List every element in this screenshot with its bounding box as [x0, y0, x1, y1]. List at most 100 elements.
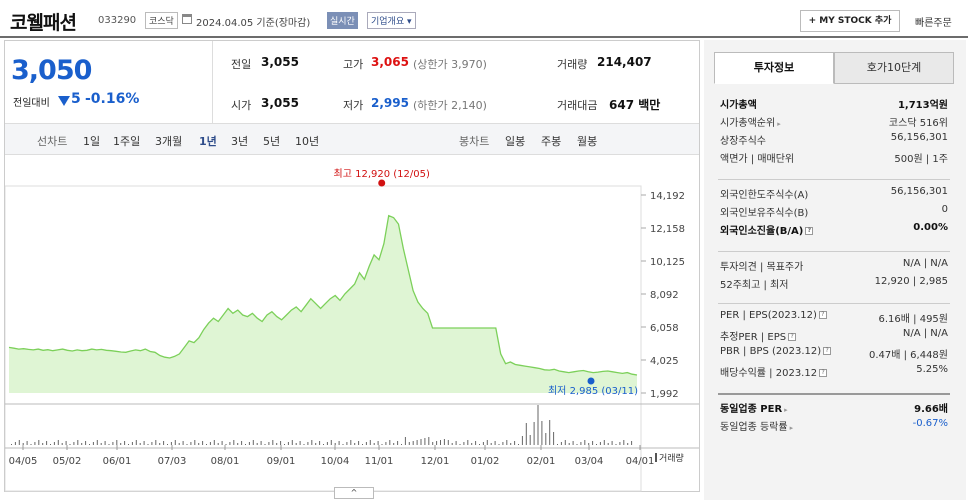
- volume-bar: [557, 444, 558, 445]
- volume-bar: [53, 442, 55, 445]
- prev-close-value: 3,055: [261, 55, 299, 69]
- chevron-right-icon[interactable]: ▸: [784, 406, 788, 414]
- volume-bar: [163, 441, 165, 445]
- volume-bar: [100, 443, 102, 445]
- tab-1w[interactable]: 1주일: [113, 135, 141, 148]
- tab-3y[interactable]: 3년: [231, 135, 249, 148]
- info-row: 배당수익률 | 2023.12? 5.25%: [720, 364, 948, 380]
- info-row-value: 코스닥 516위: [888, 118, 948, 129]
- change-percent: -0.16%: [85, 91, 140, 107]
- chevron-down-icon: ▾: [407, 17, 412, 27]
- help-icon[interactable]: ?: [823, 347, 832, 355]
- trade-value-value: 647 백만: [609, 98, 661, 112]
- info-row-key: 액면가 | 매매단위: [720, 154, 795, 165]
- chevron-right-icon[interactable]: ▸: [789, 424, 794, 432]
- volume-bar: [116, 440, 118, 445]
- volume-bar: [280, 441, 282, 445]
- current-price: 3,050: [11, 55, 92, 86]
- volume-bar: [467, 440, 469, 445]
- volume-bar: [120, 443, 122, 445]
- volume-bar: [342, 444, 344, 445]
- info-row: 시가총액순위 ▸ 코스닥 516위: [720, 114, 948, 130]
- volume-bar: [424, 438, 426, 445]
- volume-bar: [615, 444, 617, 445]
- change-label: 전일대비: [13, 98, 50, 109]
- volume-bar: [217, 443, 219, 445]
- volume-bar: [206, 444, 207, 445]
- volume-bar: [358, 441, 360, 445]
- line-chart-label: 선차트: [37, 135, 68, 148]
- volume-bar: [580, 442, 582, 445]
- volume-bar: [533, 422, 535, 445]
- volume-bar: [486, 440, 488, 445]
- volume-bar: [631, 441, 633, 445]
- company-info-dropdown[interactable]: 기업개요 ▾: [367, 12, 416, 29]
- price-chart[interactable]: 14,192 12,158 10,125 8,092 6,058 4,025 1,992 0…: [5, 156, 699, 493]
- help-icon[interactable]: ?: [818, 311, 827, 319]
- volume-bar: [576, 444, 578, 445]
- tab-monthly[interactable]: 월봉: [577, 135, 598, 148]
- volume-bar: [307, 442, 309, 445]
- volume-bar: [432, 442, 434, 445]
- volume-bar: [26, 441, 28, 445]
- info-row-key: 외국인한도주식수(A): [720, 190, 809, 201]
- volume-bar: [81, 443, 83, 445]
- info-row: 추정PER | EPS? N/A | N/A: [720, 328, 948, 344]
- chevron-right-icon[interactable]: ▸: [777, 120, 781, 128]
- volume-bar: [182, 441, 184, 445]
- tab-5y[interactable]: 5년: [263, 135, 281, 148]
- help-icon[interactable]: ?: [788, 333, 797, 341]
- volume-bar: [494, 441, 496, 445]
- info-row: 52주최고 | 최저 12,920 | 2,985: [720, 276, 948, 292]
- info-row: PBR | BPS (2023.12)? 0.47배 | 6,448원: [720, 346, 948, 362]
- price-area-fill: [9, 215, 637, 393]
- tab-investment-info[interactable]: 투자정보: [714, 52, 834, 84]
- volume-bar: [451, 443, 453, 445]
- volume-bar: [385, 442, 387, 445]
- info-row-value: 500원 | 1주: [894, 154, 948, 165]
- volume-bar: [295, 443, 297, 445]
- volume-bar: [323, 444, 324, 445]
- y-tick-label: 12,158: [650, 224, 685, 235]
- tab-daily[interactable]: 일봉: [505, 135, 526, 148]
- help-icon[interactable]: ?: [819, 369, 828, 377]
- info-row-key: 배당수익률 | 2023.12?: [720, 364, 828, 379]
- tab-10y[interactable]: 10년: [295, 135, 320, 148]
- volume-bar: [381, 444, 383, 445]
- info-row-value: 9.66배: [914, 404, 948, 415]
- volume-bar: [560, 442, 562, 445]
- as-of-date: 2024.04.05 기준(장마감): [196, 18, 311, 29]
- volume-bar: [65, 441, 67, 445]
- info-row-value: 56,156,301: [890, 186, 948, 197]
- tab-1y[interactable]: 1년: [199, 135, 217, 148]
- help-icon[interactable]: ?: [805, 227, 814, 235]
- low-marker: [587, 377, 595, 385]
- volume-bar: [521, 436, 523, 445]
- collapse-chart-button[interactable]: ^: [334, 487, 374, 499]
- realtime-badge[interactable]: 실시간: [327, 12, 358, 29]
- info-row-key: 시가총액: [720, 100, 757, 111]
- x-tick-label: 04/01: [626, 456, 655, 467]
- tab-1d[interactable]: 1일: [83, 135, 101, 148]
- volume-bar: [443, 439, 445, 445]
- quick-order-button[interactable]: 빠른주문: [915, 18, 952, 29]
- volume-bar: [194, 440, 196, 445]
- tab-3m[interactable]: 3개월: [155, 135, 183, 148]
- tab-orderbook[interactable]: 호가10단계: [834, 52, 954, 84]
- high-marker: [378, 179, 386, 187]
- info-row-value: N/A | N/A: [902, 328, 948, 339]
- x-tick-label: 01/02: [471, 456, 500, 467]
- volume-bar: [506, 440, 508, 445]
- high-annotation: 최고 12,920 (12/05): [334, 168, 430, 180]
- info-row-key: 투자의견 | 목표주가: [720, 262, 804, 273]
- volume-bar: [541, 421, 543, 445]
- volume-bar: [174, 440, 176, 445]
- open-label: 시가: [231, 99, 252, 112]
- add-my-stock-button[interactable]: + MY STOCK 추가: [800, 10, 900, 32]
- info-row-value: -0.67%: [912, 418, 948, 429]
- info-row-key: 동일업종 등락률 ▸: [720, 422, 794, 433]
- info-divider: [718, 303, 950, 304]
- volume-bar: [38, 440, 40, 445]
- tab-weekly[interactable]: 주봉: [541, 135, 562, 148]
- x-tick-label: 03/04: [575, 456, 604, 467]
